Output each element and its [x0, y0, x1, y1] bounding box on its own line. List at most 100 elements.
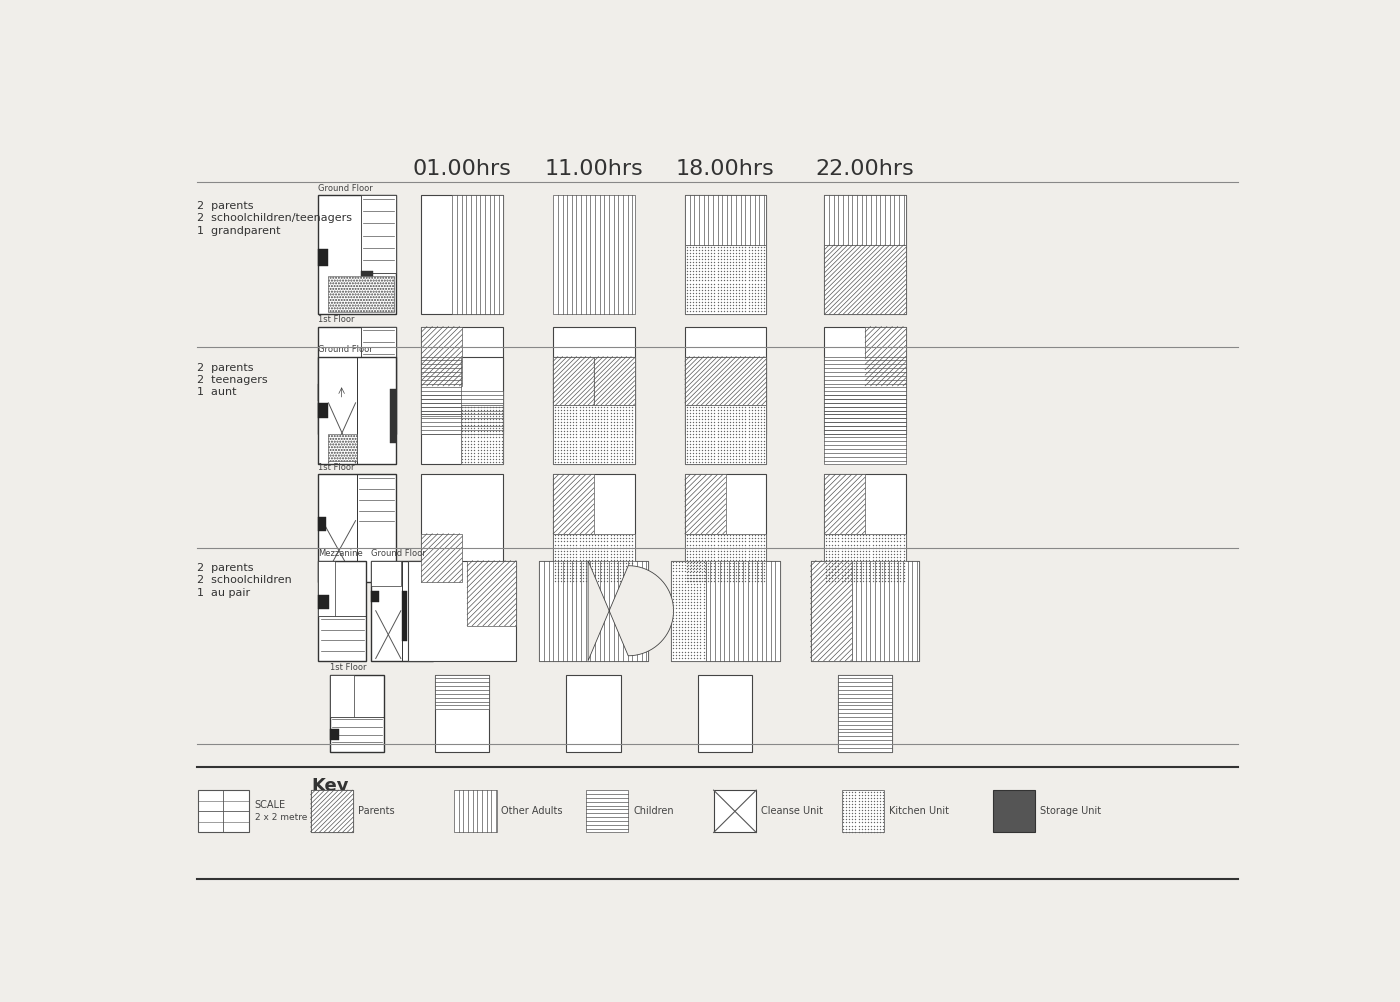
Bar — [567, 674, 620, 752]
Bar — [825, 391, 906, 435]
Bar — [553, 195, 634, 315]
Bar — [825, 474, 906, 582]
Bar — [434, 674, 489, 709]
Bar — [685, 195, 766, 315]
Bar — [825, 474, 865, 534]
Bar — [330, 674, 354, 717]
Text: Cleanse Unit: Cleanse Unit — [762, 807, 823, 817]
Bar — [361, 271, 372, 282]
Bar — [811, 561, 851, 660]
Text: 22.00hrs: 22.00hrs — [815, 158, 914, 178]
Text: Other Adults: Other Adults — [501, 807, 563, 817]
Bar — [421, 474, 503, 582]
Bar — [685, 245, 766, 315]
Bar — [434, 674, 489, 752]
Bar — [407, 561, 517, 660]
Bar — [318, 357, 396, 465]
Bar — [318, 403, 328, 418]
Bar — [671, 561, 706, 660]
Bar — [421, 327, 503, 435]
Bar — [865, 327, 906, 386]
Bar — [825, 357, 906, 465]
Bar — [553, 474, 594, 534]
Bar — [421, 357, 503, 465]
Bar — [199, 791, 249, 833]
Bar — [318, 385, 328, 401]
Bar — [311, 791, 353, 833]
Bar — [685, 534, 766, 582]
Bar — [699, 674, 752, 752]
Text: SCALE: SCALE — [255, 800, 286, 810]
Text: 2  teenagers: 2 teenagers — [196, 375, 267, 385]
Bar — [421, 195, 503, 315]
Polygon shape — [588, 561, 673, 660]
Bar — [318, 561, 335, 616]
Bar — [553, 327, 634, 435]
Bar — [318, 248, 328, 266]
Bar — [461, 405, 503, 465]
Text: 2  parents: 2 parents — [196, 201, 253, 211]
Bar — [318, 327, 396, 435]
Text: 18.00hrs: 18.00hrs — [676, 158, 774, 178]
Bar — [553, 357, 634, 465]
Bar — [402, 591, 407, 640]
Bar — [553, 357, 594, 405]
Text: 1  grandparent: 1 grandparent — [196, 225, 280, 235]
Text: 2  schoolchildren/teenagers: 2 schoolchildren/teenagers — [196, 213, 351, 223]
Bar — [318, 595, 329, 609]
Text: 2 x 2 metre grid: 2 x 2 metre grid — [255, 814, 328, 823]
Bar — [361, 195, 396, 273]
Bar — [553, 534, 634, 582]
Bar — [685, 474, 766, 582]
Text: Parents: Parents — [358, 807, 395, 817]
Bar — [685, 474, 725, 534]
Text: Mezzanine: Mezzanine — [318, 549, 363, 558]
Bar — [421, 534, 462, 582]
Bar — [421, 327, 462, 386]
Bar — [837, 674, 892, 752]
Bar — [714, 791, 756, 833]
Text: 2  schoolchildren: 2 schoolchildren — [196, 575, 291, 585]
Bar — [329, 277, 395, 312]
Text: 1st Floor: 1st Floor — [330, 663, 367, 672]
Bar — [318, 517, 326, 531]
Bar — [539, 561, 648, 660]
Bar — [421, 391, 503, 435]
Bar — [706, 561, 780, 660]
Bar — [329, 434, 357, 461]
Bar — [993, 791, 1035, 833]
Bar — [318, 561, 367, 660]
Bar — [841, 791, 885, 833]
Bar — [553, 405, 634, 465]
Bar — [539, 561, 648, 660]
Bar — [685, 357, 766, 465]
Bar — [389, 389, 396, 443]
Bar — [318, 195, 396, 315]
Text: Ground Floor: Ground Floor — [371, 549, 426, 558]
Text: Ground Floor: Ground Floor — [318, 346, 374, 355]
Bar — [361, 327, 396, 391]
Bar — [837, 674, 892, 752]
Bar — [318, 474, 396, 582]
Text: Storage Unit: Storage Unit — [1040, 807, 1100, 817]
Bar — [468, 561, 517, 625]
Bar — [685, 195, 766, 245]
Bar — [671, 561, 780, 660]
Bar — [553, 474, 634, 582]
Bar — [330, 728, 339, 740]
Bar — [311, 791, 353, 833]
Bar — [811, 561, 918, 660]
Text: Key: Key — [311, 777, 349, 795]
Bar — [851, 561, 918, 660]
Bar — [585, 791, 629, 833]
Bar — [371, 561, 400, 586]
Text: 1st Floor: 1st Floor — [318, 316, 354, 325]
Bar — [825, 327, 906, 435]
Bar — [421, 357, 461, 416]
Text: Kitchen Unit: Kitchen Unit — [889, 807, 949, 817]
Text: 1  aunt: 1 aunt — [196, 388, 237, 398]
Text: Ground Floor: Ground Floor — [318, 183, 374, 192]
Bar — [330, 674, 384, 752]
Bar — [594, 357, 634, 405]
Text: 01.00hrs: 01.00hrs — [413, 158, 511, 178]
